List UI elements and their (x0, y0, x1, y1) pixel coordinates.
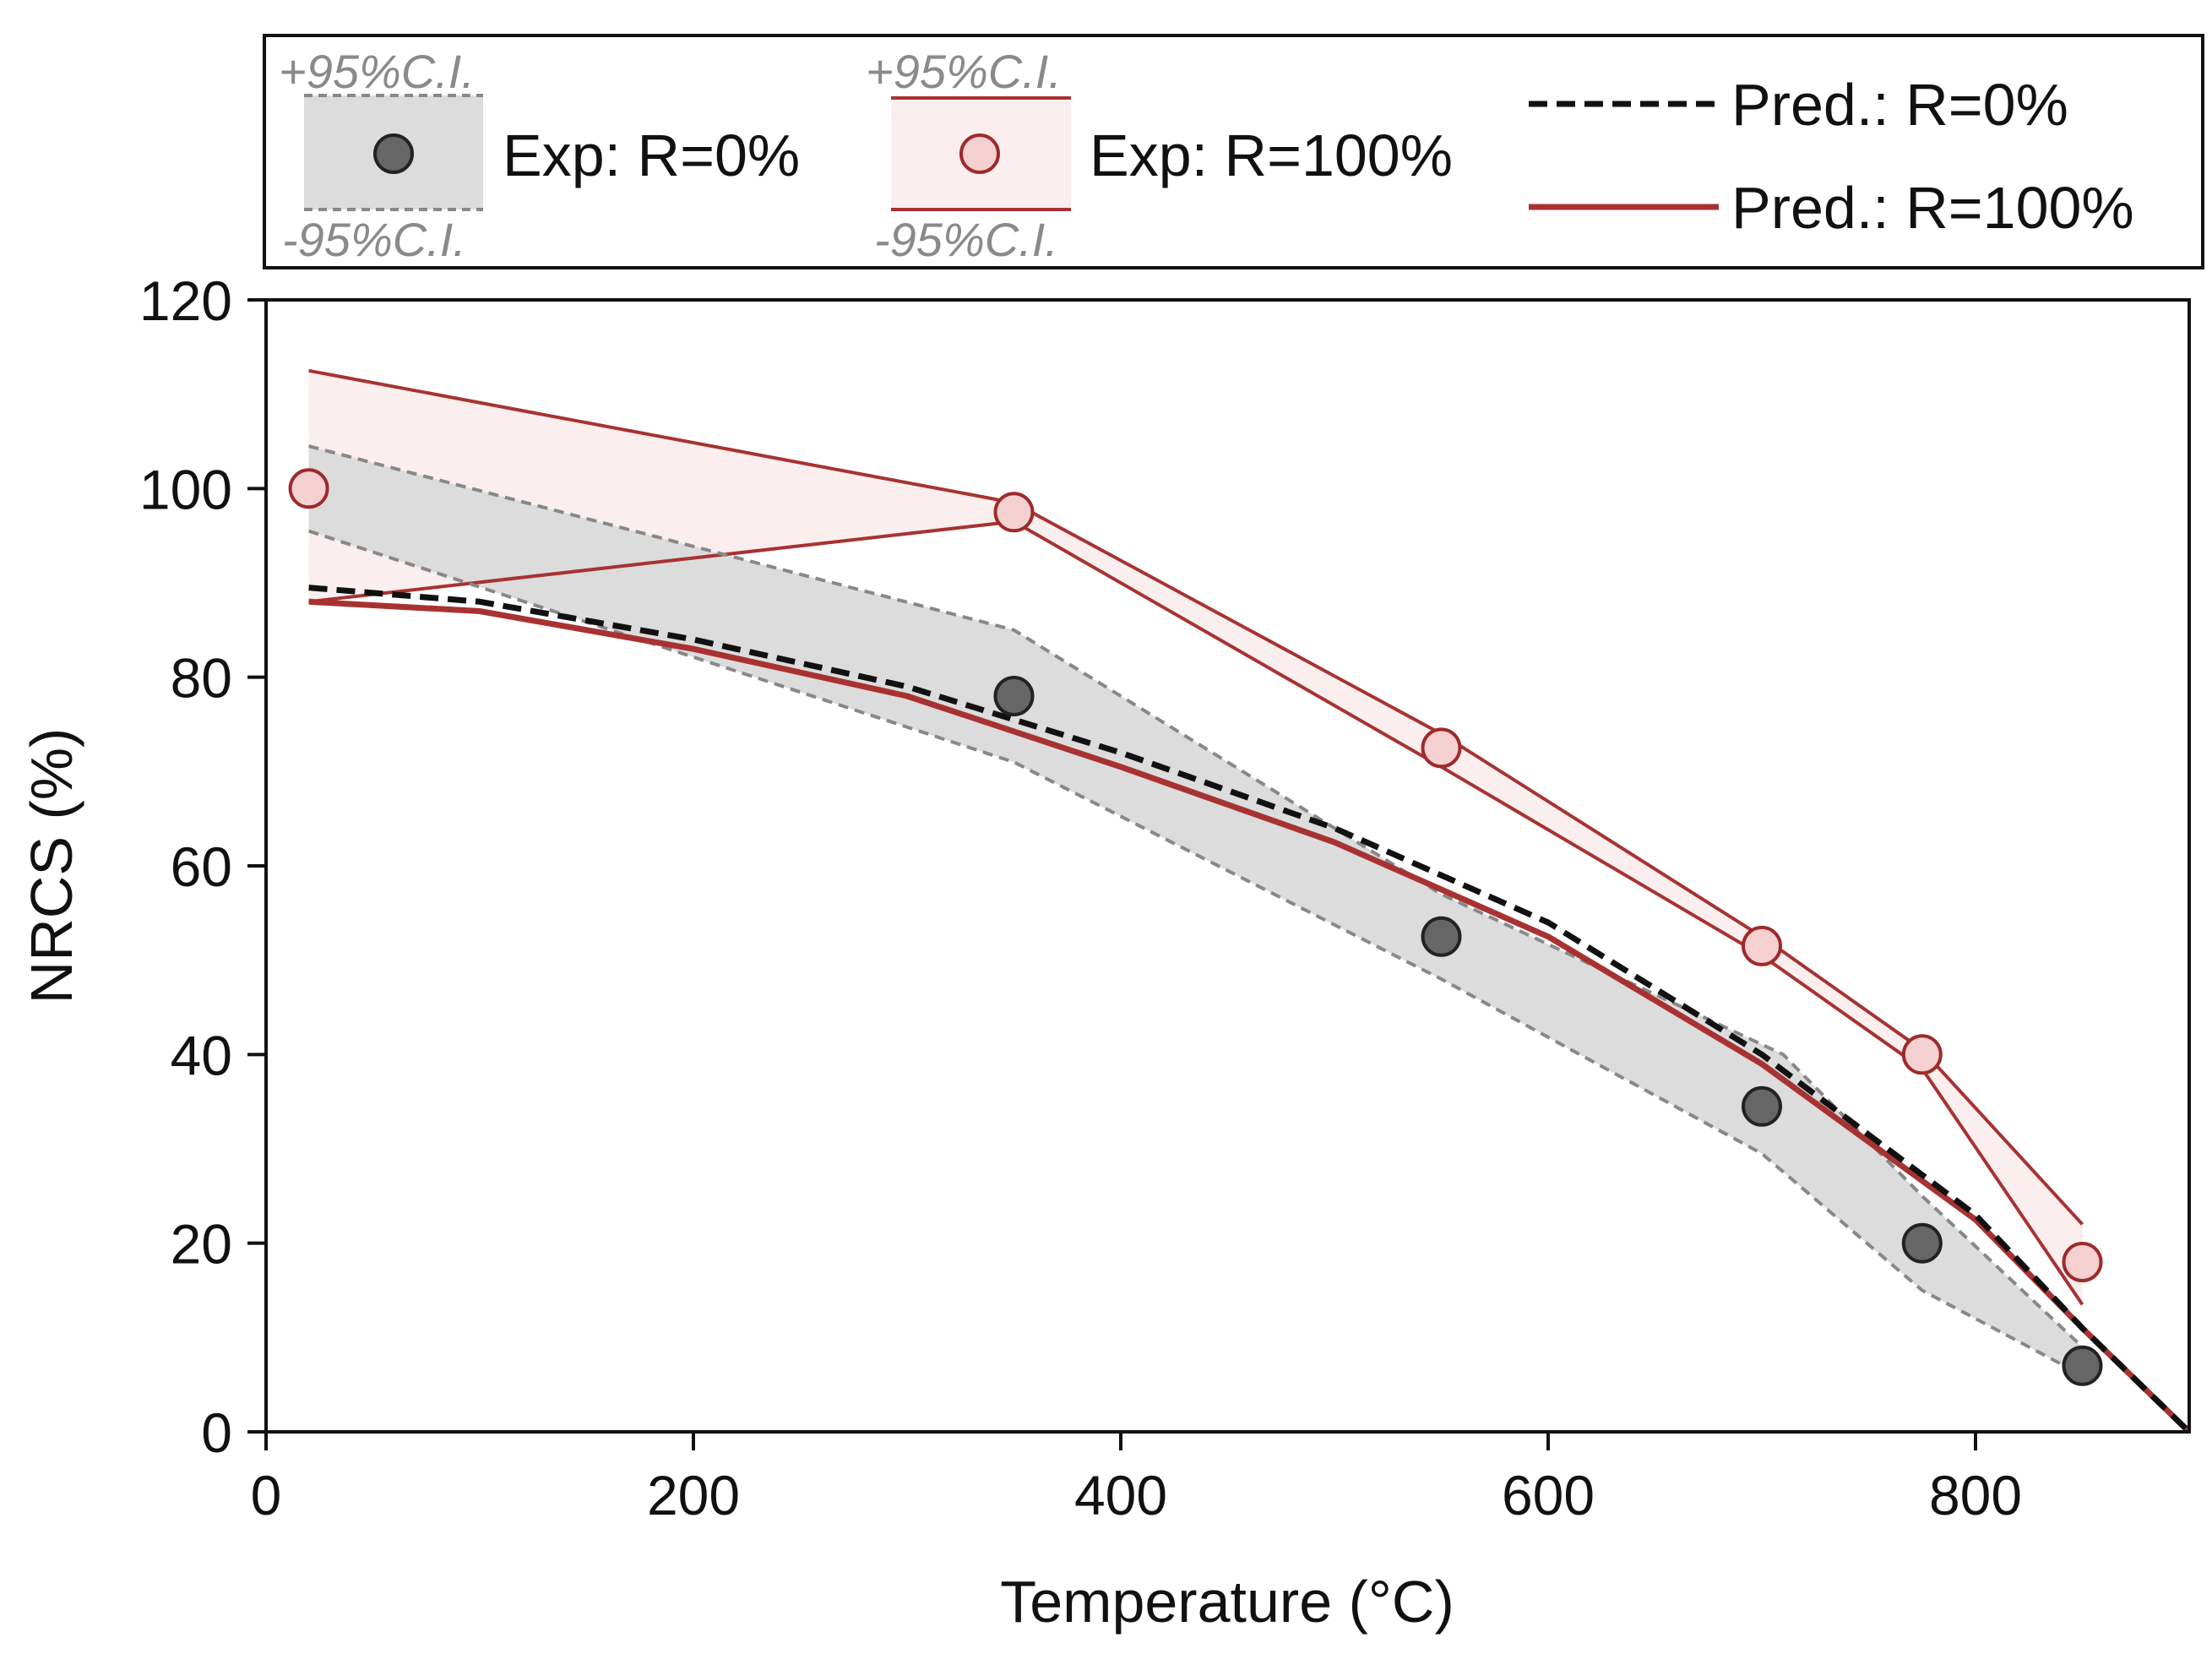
legend-ci-upper-label-exp-r0: +95%C.I. (279, 45, 475, 98)
legend-marker-exp-r0 (373, 133, 414, 174)
legend-ci-upper-label-exp-r100: +95%C.I. (866, 45, 1062, 98)
marker-exp-r100-0 (288, 468, 329, 509)
ci-lower-line-r0 (307, 529, 2084, 1377)
ci-band-layer (307, 368, 2084, 1377)
marker-exp-r0-0 (993, 676, 1035, 716)
ci-band-r100 (308, 370, 2083, 1305)
y-tick-label-120: 120 (139, 269, 232, 332)
legend-entry-exp-r0: +95%C.I. -95%C.I. Exp: R=0% (279, 45, 800, 266)
y-axis: 0 20 40 60 80 100 120 (139, 269, 266, 1464)
legend-entry-exp-r100: +95%C.I. -95%C.I. Exp: R=100% (866, 45, 1453, 266)
ci-lower-line-r100 (308, 520, 2084, 1306)
x-tick-label-400: 400 (1074, 1464, 1167, 1526)
y-tick-label-40: 40 (171, 1024, 232, 1086)
y-tick-label-20: 20 (171, 1213, 232, 1276)
marker-exp-r0-1 (1421, 916, 1462, 957)
marker-exp-r100-2 (1421, 727, 1462, 769)
y-tick-label-100: 100 (139, 458, 232, 520)
prediction-line-layer (308, 585, 2192, 1434)
y-axis-title: NRCS (%) (19, 728, 84, 1004)
marker-exp-r100-4 (1901, 1034, 1943, 1075)
legend-entry-pred-r100: Pred.: R=100% (1529, 175, 2134, 241)
legend: +95%C.I. -95%C.I. Exp: R=0% +95%C.I. -95… (263, 34, 2204, 269)
line-pred-r0 (308, 585, 2192, 1434)
legend-marker-exp-r100 (959, 133, 1000, 174)
x-axis: 0 200 400 600 800 (251, 1432, 2022, 1526)
marker-exp-r100-1 (993, 492, 1035, 533)
marker-exp-r100-5 (2062, 1242, 2103, 1282)
legend-label-exp-r0: Exp: R=0% (503, 122, 800, 188)
y-tick-label-60: 60 (171, 835, 232, 898)
marker-exp-r0-2 (1742, 1086, 1782, 1127)
y-tick-label-80: 80 (171, 647, 232, 710)
line-pred-r100 (308, 598, 2192, 1434)
legend-label-exp-r100: Exp: R=100% (1090, 122, 1453, 188)
x-tick-label-200: 200 (647, 1464, 740, 1526)
y-tick-label-0: 0 (201, 1401, 232, 1464)
legend-ci-lower-label-exp-r100: -95%C.I. (874, 213, 1058, 266)
x-tick-label-800: 800 (1929, 1464, 2022, 1526)
x-tick-label-600: 600 (1502, 1464, 1595, 1526)
marker-exp-r0-4 (2062, 1345, 2103, 1386)
x-axis-title: Temperature (°C) (1000, 1569, 1454, 1635)
ci-band-r0 (308, 446, 2083, 1375)
marker-exp-r100-3 (1742, 925, 1782, 966)
legend-label-pred-r0: Pred.: R=0% (1731, 72, 2068, 138)
marker-exp-r0-3 (1901, 1222, 1943, 1264)
legend-frame (263, 34, 2204, 269)
x-tick-label-0: 0 (251, 1464, 282, 1526)
legend-label-pred-r100: Pred.: R=100% (1731, 175, 2134, 241)
ci-upper-line-r100 (308, 368, 2084, 1226)
legend-entry-pred-r0: Pred.: R=0% (1529, 72, 2068, 138)
data-marker-layer (288, 468, 2103, 1386)
legend-ci-lower-label-exp-r0: -95%C.I. (282, 213, 466, 266)
